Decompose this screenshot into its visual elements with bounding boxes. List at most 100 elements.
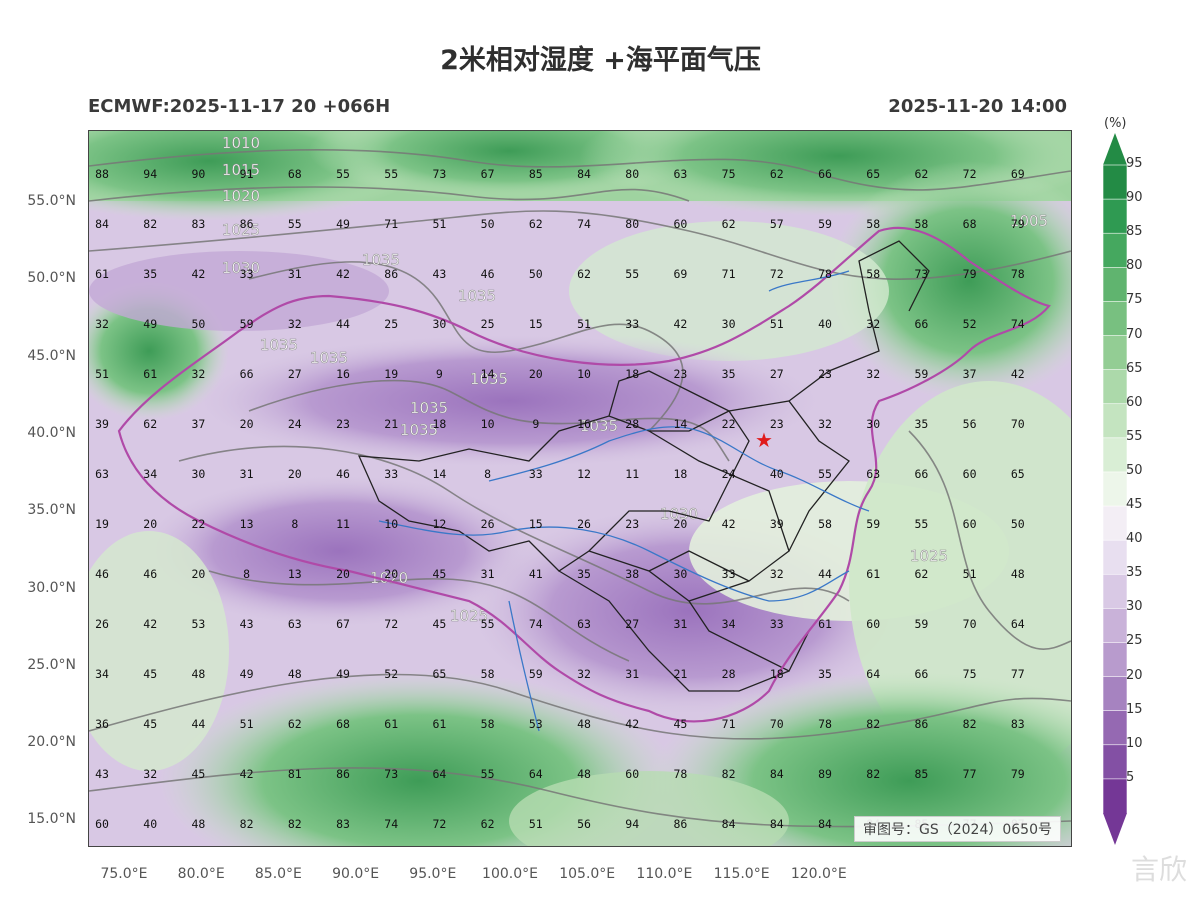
- humidity-value: 71: [722, 717, 736, 731]
- humidity-value: 72: [770, 267, 784, 281]
- humidity-value: 63: [577, 617, 591, 631]
- latitude-tick-label: 25.0°N: [27, 656, 76, 673]
- humidity-value: 74: [1011, 317, 1025, 331]
- humidity-value: 35: [818, 667, 832, 681]
- humidity-value: 10: [577, 367, 591, 381]
- humidity-value: 65: [1011, 467, 1025, 481]
- humidity-value: 62: [914, 567, 928, 581]
- humidity-value: 14: [432, 467, 446, 481]
- humidity-value: 19: [384, 367, 398, 381]
- humidity-value: 42: [191, 267, 205, 281]
- humidity-value: 55: [336, 167, 350, 181]
- isobar-label: 1025: [222, 221, 260, 239]
- humidity-value: 21: [673, 667, 687, 681]
- humidity-value: 50: [481, 217, 495, 231]
- humidity-value: 42: [625, 717, 639, 731]
- humidity-value: 31: [481, 567, 495, 581]
- latitude-tick-label: 20.0°N: [27, 734, 76, 751]
- humidity-value: 18: [625, 367, 639, 381]
- humidity-value: 10: [481, 417, 495, 431]
- humidity-value: 43: [95, 767, 109, 781]
- humidity-value: 26: [577, 517, 591, 531]
- humidity-value: 59: [866, 517, 880, 531]
- humidity-value: 78: [818, 267, 832, 281]
- humidity-value: 84: [770, 817, 784, 831]
- humidity-value: 31: [288, 267, 302, 281]
- isobar-label: 1005: [1010, 212, 1048, 230]
- humidity-value: 73: [432, 167, 446, 181]
- humidity-value: 51: [95, 367, 109, 381]
- latitude-tick-label: 40.0°N: [27, 424, 76, 441]
- humidity-value: 46: [95, 567, 109, 581]
- humidity-value: 12: [577, 467, 591, 481]
- colorbar-tick-label: 85: [1126, 224, 1143, 240]
- humidity-value: 20: [288, 467, 302, 481]
- humidity-value: 20: [673, 517, 687, 531]
- humidity-value: 75: [722, 167, 736, 181]
- longitude-tick-label: 110.0°E: [636, 866, 693, 882]
- humidity-value: 49: [336, 217, 350, 231]
- humidity-value: 70: [963, 617, 977, 631]
- model-run-label: ECMWF:2025-11-17 20 +066H: [88, 96, 391, 117]
- humidity-value: 40: [770, 467, 784, 481]
- valid-time-label: 2025-11-20 14:00: [888, 96, 1067, 117]
- humidity-value: 65: [866, 167, 880, 181]
- humidity-value: 49: [240, 667, 254, 681]
- humidity-value: 83: [191, 217, 205, 231]
- humidity-value: 61: [384, 717, 398, 731]
- humidity-value: 42: [240, 767, 254, 781]
- humidity-value: 13: [240, 517, 254, 531]
- humidity-value: 55: [288, 217, 302, 231]
- humidity-value: 34: [95, 667, 109, 681]
- humidity-value: 51: [963, 567, 977, 581]
- latitude-tick-label: 35.0°N: [27, 502, 76, 519]
- humidity-value: 40: [818, 317, 832, 331]
- humidity-value: 8: [243, 567, 250, 581]
- humidity-value: 84: [95, 217, 109, 231]
- humidity-value: 66: [240, 367, 254, 381]
- humidity-value: 70: [1011, 417, 1025, 431]
- isobar-label: 1015: [222, 161, 260, 179]
- humidity-value: 12: [432, 517, 446, 531]
- humidity-value: 82: [866, 717, 880, 731]
- colorbar-segment: [1103, 267, 1127, 303]
- colorbar-segment: [1103, 471, 1127, 507]
- humidity-value: 38: [625, 567, 639, 581]
- colorbar-segment: [1103, 335, 1127, 371]
- humidity-value: 82: [963, 717, 977, 731]
- longitude-tick-label: 85.0°E: [254, 866, 302, 882]
- longitude-tick-label: 90.0°E: [332, 866, 380, 882]
- isobar-label: 1025: [910, 547, 948, 565]
- humidity-value: 86: [384, 267, 398, 281]
- humidity-value: 45: [673, 717, 687, 731]
- weather-map: 1010 1015 1020 1025 1030 1035 1035 1035 1035 1035…: [88, 130, 1072, 847]
- colorbar-tick-label: 5: [1126, 769, 1135, 785]
- humidity-value: 60: [866, 617, 880, 631]
- humidity-value: 32: [866, 317, 880, 331]
- humidity-value: 53: [191, 617, 205, 631]
- humidity-value: 39: [770, 517, 784, 531]
- humidity-value: 72: [963, 167, 977, 181]
- humidity-value: 82: [240, 817, 254, 831]
- isobar-label: 1030: [222, 259, 260, 277]
- humidity-value: 33: [722, 567, 736, 581]
- humidity-value: 27: [288, 367, 302, 381]
- humidity-value: 71: [384, 217, 398, 231]
- colorbar-tick-label: 90: [1126, 190, 1143, 206]
- humidity-value: 58: [866, 217, 880, 231]
- humidity-value: 55: [384, 167, 398, 181]
- humidity-value: 48: [577, 767, 591, 781]
- humidity-value: 9: [436, 367, 443, 381]
- humidity-value: 79: [1011, 767, 1025, 781]
- humidity-value: 86: [336, 767, 350, 781]
- humidity-value: 21: [384, 417, 398, 431]
- humidity-value: 42: [336, 267, 350, 281]
- humidity-value: 84: [577, 167, 591, 181]
- colorbar-segment: [1103, 744, 1127, 780]
- longitude-tick-label: 115.0°E: [713, 866, 770, 882]
- map-title: 2米相对湿度 +海平面气压: [440, 45, 761, 76]
- humidity-value: 22: [191, 517, 205, 531]
- humidity-value: 83: [336, 817, 350, 831]
- humidity-value: 31: [240, 467, 254, 481]
- colorbar-tick-label: 35: [1126, 565, 1143, 581]
